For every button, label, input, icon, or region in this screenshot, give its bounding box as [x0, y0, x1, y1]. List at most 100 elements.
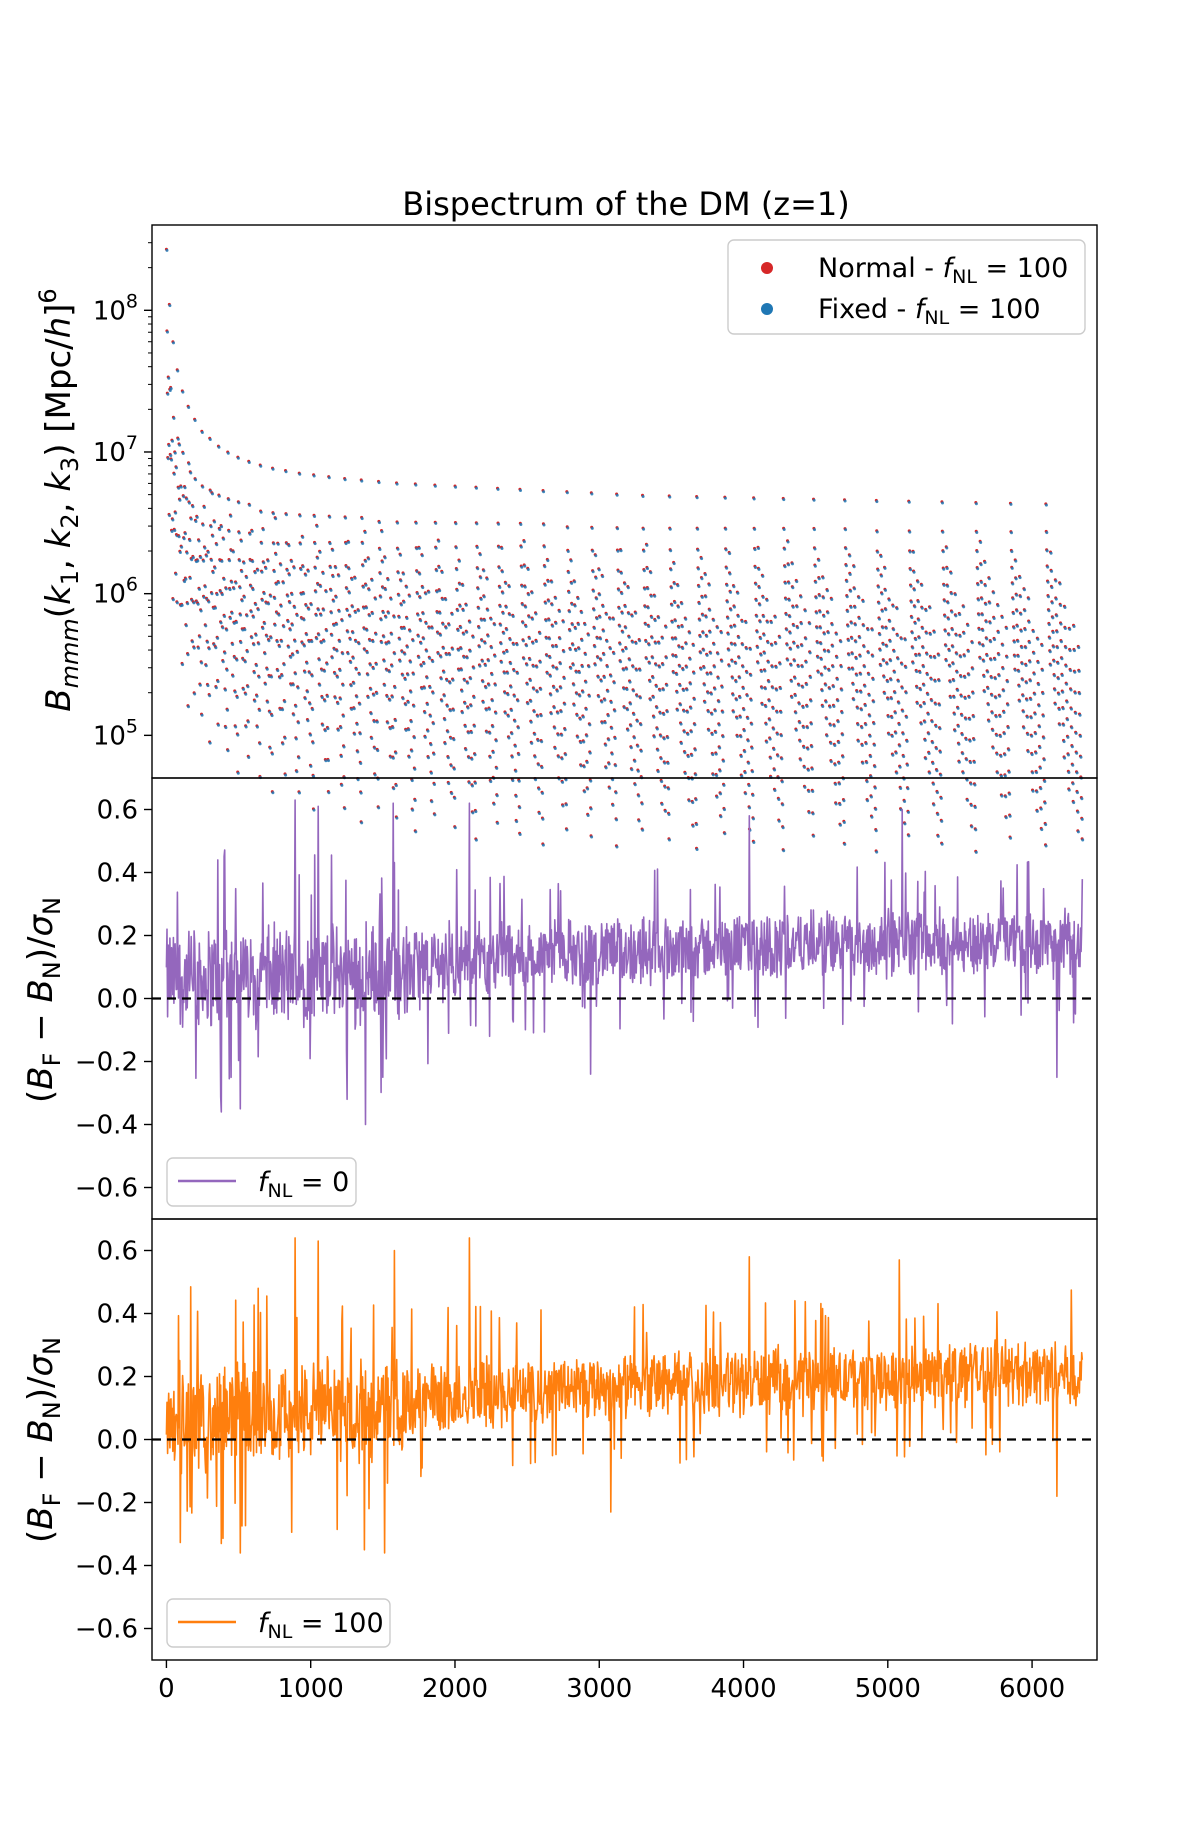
- point-fixed: [874, 829, 878, 833]
- point-fixed: [382, 659, 386, 663]
- point-fixed: [552, 665, 555, 669]
- point-fixed: [225, 628, 229, 632]
- point-fixed: [379, 618, 383, 622]
- point-fixed: [297, 721, 301, 725]
- point-fixed: [590, 835, 594, 839]
- point-fixed: [632, 713, 636, 716]
- point-fixed: [933, 656, 937, 660]
- point-fixed: [531, 641, 535, 645]
- point-fixed: [532, 664, 535, 668]
- point-fixed: [927, 752, 931, 755]
- point-fixed: [539, 687, 543, 691]
- point-fixed: [303, 644, 306, 648]
- point-fixed: [517, 753, 521, 757]
- point-fixed: [606, 714, 610, 718]
- point-fixed: [782, 498, 786, 502]
- point-fixed: [960, 733, 964, 737]
- point-fixed: [362, 585, 365, 589]
- panel-2-ylabel: (BF − BN)/σN: [21, 897, 66, 1103]
- point-fixed: [616, 527, 620, 531]
- point-fixed: [823, 649, 827, 653]
- point-fixed: [765, 598, 769, 602]
- point-fixed: [221, 660, 225, 664]
- point-fixed: [623, 706, 626, 710]
- point-fixed: [867, 651, 870, 655]
- point-fixed: [558, 637, 562, 641]
- point-fixed: [676, 708, 680, 712]
- point-fixed: [767, 699, 771, 703]
- point-fixed: [700, 595, 704, 599]
- point-fixed: [385, 695, 389, 699]
- point-fixed: [777, 819, 781, 823]
- point-fixed: [845, 595, 849, 599]
- point-fixed: [963, 654, 967, 658]
- point-fixed: [952, 679, 956, 683]
- point-fixed: [415, 547, 419, 551]
- point-fixed: [665, 656, 668, 660]
- point-fixed: [243, 595, 246, 599]
- point-fixed: [589, 779, 593, 783]
- point-fixed: [620, 611, 624, 615]
- point-fixed: [488, 755, 492, 759]
- point-fixed: [171, 598, 175, 602]
- point-fixed: [836, 699, 840, 703]
- point-fixed: [947, 633, 951, 637]
- point-fixed: [652, 715, 656, 719]
- point-fixed: [920, 583, 924, 587]
- point-fixed: [203, 546, 207, 550]
- ytick-label: 108: [93, 290, 138, 326]
- point-fixed: [353, 576, 357, 580]
- point-fixed: [660, 802, 664, 806]
- point-fixed: [504, 605, 508, 609]
- point-fixed: [580, 611, 584, 615]
- point-fixed: [736, 591, 740, 595]
- point-fixed: [788, 615, 792, 619]
- point-fixed: [506, 671, 510, 675]
- point-fixed: [327, 791, 331, 795]
- point-fixed: [674, 637, 678, 641]
- point-fixed: [561, 780, 565, 784]
- point-fixed: [996, 604, 1000, 608]
- point-fixed: [587, 633, 591, 637]
- point-fixed: [736, 735, 739, 738]
- point-fixed: [438, 589, 442, 593]
- point-fixed: [258, 742, 262, 746]
- point-fixed: [431, 691, 435, 695]
- point-fixed: [173, 451, 177, 455]
- point-fixed: [772, 727, 776, 731]
- point-fixed: [659, 734, 663, 738]
- point-fixed: [873, 765, 877, 769]
- point-fixed: [825, 734, 829, 738]
- point-fixed: [422, 662, 426, 666]
- point-fixed: [837, 741, 841, 745]
- point-fixed: [372, 720, 376, 724]
- point-fixed: [425, 649, 429, 653]
- point-fixed: [1023, 628, 1027, 632]
- point-fixed: [809, 699, 813, 703]
- point-fixed: [898, 765, 902, 769]
- point-fixed: [526, 568, 530, 571]
- point-fixed: [990, 711, 994, 715]
- point-fixed: [677, 605, 680, 609]
- point-fixed: [597, 695, 601, 699]
- point-fixed: [727, 664, 731, 668]
- point-fixed: [404, 728, 408, 732]
- point-fixed: [704, 595, 708, 599]
- point-fixed: [441, 598, 445, 601]
- point-fixed: [937, 679, 941, 683]
- point-fixed: [1063, 756, 1067, 760]
- point-fixed: [363, 531, 367, 534]
- point-fixed: [665, 683, 669, 687]
- ytick-label: 0.4: [97, 1300, 138, 1330]
- point-fixed: [955, 670, 959, 674]
- point-fixed: [564, 753, 568, 757]
- point-fixed: [474, 838, 478, 842]
- point-fixed: [392, 615, 396, 619]
- point-fixed: [548, 637, 552, 641]
- point-fixed: [1020, 662, 1024, 666]
- point-fixed: [569, 666, 573, 670]
- point-fixed: [692, 644, 696, 647]
- point-fixed: [214, 646, 218, 650]
- point-fixed: [585, 734, 589, 738]
- point-fixed: [458, 559, 461, 563]
